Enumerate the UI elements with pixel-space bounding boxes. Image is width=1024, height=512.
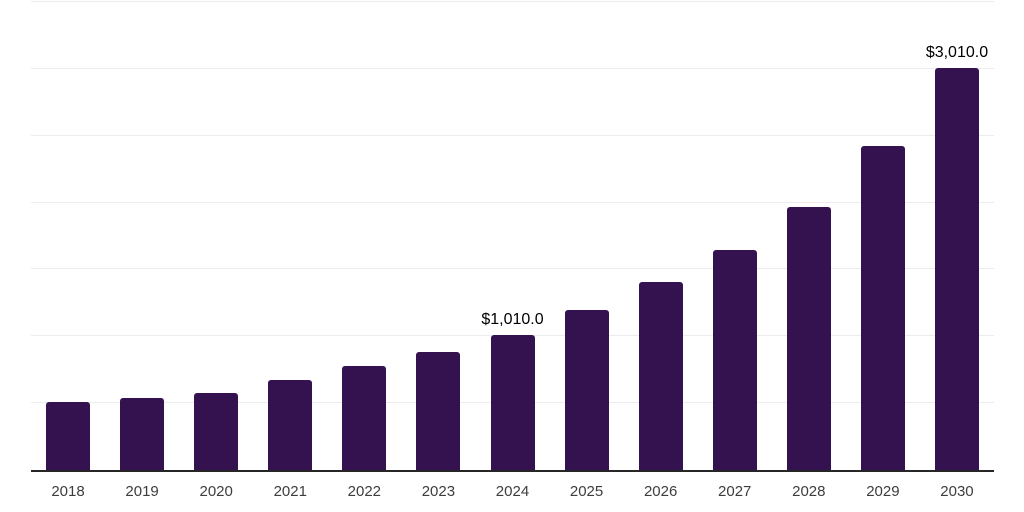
gridline-1500	[31, 268, 994, 270]
x-tick-2025: 2025	[569, 483, 604, 500]
bar-2025	[564, 309, 609, 470]
x-tick-2024: 2024	[495, 483, 530, 500]
bar-2028	[786, 206, 831, 470]
gridline-3000	[31, 67, 994, 69]
x-tick-2018: 2018	[51, 483, 85, 500]
x-tick-2023: 2023	[421, 483, 456, 500]
value-label-2030: $3,010.0	[925, 43, 989, 61]
x-tick-2022: 2022	[347, 483, 382, 500]
bar-2022	[342, 365, 387, 470]
x-tick-2030: 2030	[940, 483, 974, 500]
bar-2020	[194, 393, 239, 470]
gridline-3500	[31, 1, 994, 2]
bar-2023	[416, 352, 461, 470]
value-label-2024: $1,010.0	[481, 310, 544, 328]
bar-2026	[638, 282, 683, 470]
x-tick-2029: 2029	[866, 483, 900, 500]
x-tick-2027: 2027	[718, 483, 752, 500]
x-tick-2028: 2028	[792, 483, 826, 500]
plot-area: $1,010.0 $3,010.0	[31, 1, 994, 472]
bar-2018	[46, 402, 91, 470]
x-tick-2020: 2020	[199, 483, 233, 500]
x-axis: 2018 2019 2020 2021 2022 2023 2024 2025 2026 2027…	[31, 483, 994, 505]
bar-2021	[268, 379, 313, 470]
x-tick-2021: 2021	[273, 483, 307, 500]
bar-2019	[120, 397, 165, 470]
gridline-2500	[31, 134, 994, 136]
bar-2024	[490, 334, 535, 470]
x-tick-2026: 2026	[643, 483, 678, 500]
bar-2029	[860, 145, 905, 470]
gridline-2000	[31, 201, 994, 203]
bar-2030	[934, 67, 979, 470]
bar-2027	[712, 250, 757, 470]
x-tick-2019: 2019	[125, 483, 159, 500]
